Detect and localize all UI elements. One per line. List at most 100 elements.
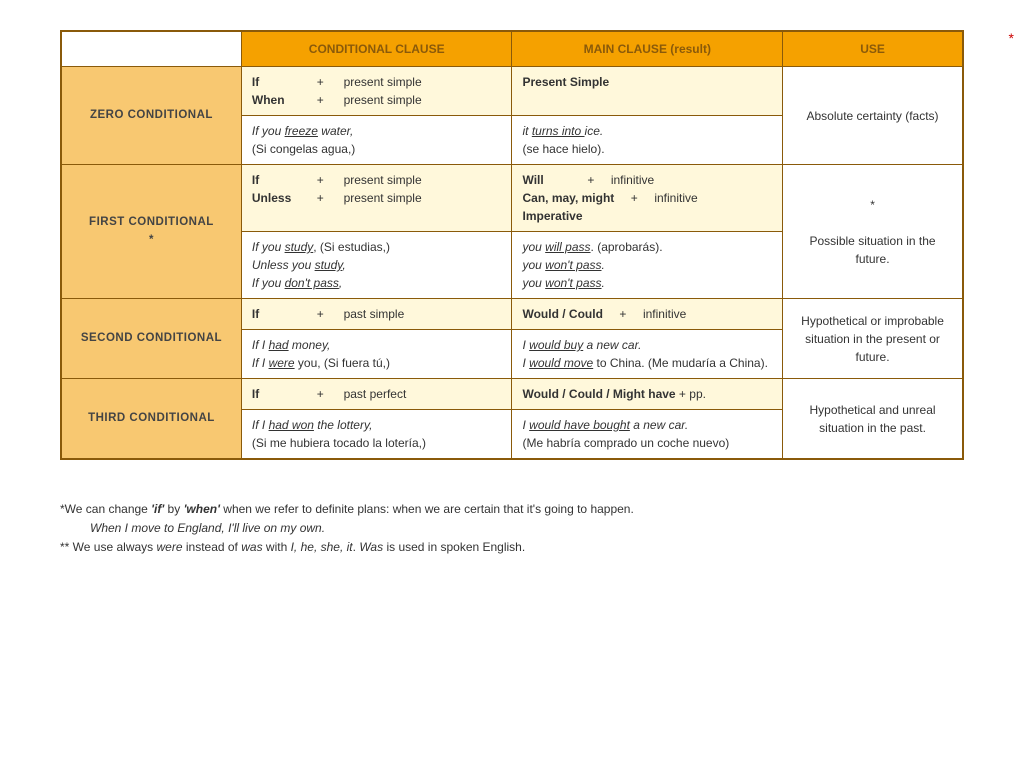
tense: infinitive [654, 191, 697, 205]
txt: , (Si estudias,) [313, 240, 390, 254]
header-blank [61, 31, 241, 67]
tense: Present Simple [522, 75, 609, 89]
txt: won't pass [545, 258, 601, 272]
footnotes: *We can change 'if' by 'when' when we re… [60, 500, 964, 558]
kw-would: Would / Could [522, 307, 602, 321]
txt: would move [529, 356, 593, 370]
txt: a new car. [630, 418, 688, 432]
zero-label: ZERO CONDITIONAL [61, 67, 241, 165]
txt: ice. [585, 124, 604, 138]
second-main-formula: Would / Could + infinitive [512, 299, 783, 330]
txt: with [263, 540, 291, 554]
second-use: Hypothetical or improbable situation in … [783, 299, 963, 379]
txt: money, [289, 338, 331, 352]
txt: the lottery, [314, 418, 372, 432]
txt: If I [252, 418, 269, 432]
txt: were [269, 356, 295, 370]
third-main-formula: Would / Could / Might have + pp. [512, 379, 783, 410]
zero-cond-example: If you freeze water, (Si congelas agua,) [241, 116, 512, 165]
header-use: USE [783, 31, 963, 67]
first-cond-formula: If + present simple Unless + present sim… [241, 165, 512, 232]
zero-main-formula: Present Simple [512, 67, 783, 116]
txt: will pass [545, 240, 590, 254]
second-main-example: I would buy a new car. I would move to C… [512, 330, 783, 379]
footnote-2: ** We use always were instead of was wit… [60, 538, 964, 557]
txt: turns into [532, 124, 585, 138]
footnote-1-example: When I move to England, I'll live on my … [60, 519, 964, 538]
txt: you [522, 258, 545, 272]
txt: Unless you [252, 258, 315, 272]
txt: 'when' [184, 502, 220, 516]
txt: Possible situation in the future. [810, 234, 936, 266]
txt: a new car. [583, 338, 641, 352]
tense: past simple [344, 307, 405, 321]
txt: , [339, 276, 342, 290]
kw-if: If [252, 305, 307, 323]
second-cond-example: If I had money, If I were you, (Si fuera… [241, 330, 512, 379]
txt: it [522, 124, 531, 138]
txt: you, (Si fuera tú,) [295, 356, 390, 370]
kw-if: If [252, 385, 307, 403]
txt: would buy [529, 338, 583, 352]
txt: to China. (Me mudaría a China). [593, 356, 768, 370]
kw-modals: Can, may, might [522, 191, 614, 205]
txt: Was [359, 540, 383, 554]
kw-when: When [252, 91, 307, 109]
txt: instead of [183, 540, 242, 554]
header-row: CONDITIONAL CLAUSE MAIN CLAUSE (result) … [61, 31, 963, 67]
txt: study [285, 240, 314, 254]
txt: (se hace hielo). [522, 142, 604, 156]
txt: I, he, she, it [291, 540, 353, 554]
kw-will: Will [522, 171, 577, 189]
txt: don't pass [285, 276, 339, 290]
third-cond-formula: If + past perfect [241, 379, 512, 410]
txt: (Me habría comprado un coche nuevo) [522, 436, 729, 450]
zero-row-formula: ZERO CONDITIONAL If + present simple Whe… [61, 67, 963, 116]
txt: were [157, 540, 183, 554]
first-main-formula: Will + infinitive Can, may, might + infi… [512, 165, 783, 232]
txt: If I [252, 338, 269, 352]
txt: If you [252, 240, 285, 254]
txt: (Si me hubiera tocado la lotería,) [252, 436, 426, 450]
kw-imperative: Imperative [522, 209, 582, 223]
zero-use: Absolute certainty (facts) [783, 67, 963, 165]
first-label: FIRST CONDITIONAL* [61, 165, 241, 299]
zero-main-example: it turns into ice. (se hace hielo). [512, 116, 783, 165]
txt: If you [252, 276, 285, 290]
tense: infinitive [643, 307, 686, 321]
txt: (Si congelas agua,) [252, 142, 355, 156]
txt: . [602, 258, 605, 272]
txt: you [522, 276, 545, 290]
header-main: MAIN CLAUSE (result) [512, 31, 783, 67]
third-row-formula: THIRD CONDITIONAL If + past perfect Woul… [61, 379, 963, 410]
header-conditional: CONDITIONAL CLAUSE [241, 31, 512, 67]
tense: present simple [344, 75, 422, 89]
zero-cond-formula: If + present simple When + present simpl… [241, 67, 512, 116]
first-row-formula: FIRST CONDITIONAL* If + present simple U… [61, 165, 963, 232]
tense: present simple [344, 191, 422, 205]
txt: by [164, 502, 183, 516]
txt: had [269, 338, 289, 352]
footnote-1: *We can change 'if' by 'when' when we re… [60, 500, 964, 519]
first-main-example: you will pass. (aprobarás). you won't pa… [512, 232, 783, 299]
stray-asterisk: * [1009, 30, 1014, 46]
txt: ** We use always [60, 540, 157, 554]
tense: past perfect [344, 387, 407, 401]
kw-if: If [252, 171, 307, 189]
kw-if: If [252, 73, 307, 91]
kw-wouldhave: Would / Could / Might have [522, 387, 675, 401]
first-cond-example: If you study, (Si estudias,) Unless you … [241, 232, 512, 299]
txt: *We can change [60, 502, 151, 516]
txt: . (aprobarás). [591, 240, 663, 254]
txt: you [522, 240, 545, 254]
third-label: THIRD CONDITIONAL [61, 379, 241, 460]
second-cond-formula: If + past simple [241, 299, 512, 330]
tense: present simple [344, 173, 422, 187]
txt: If I [252, 356, 269, 370]
pp: + pp. [676, 387, 706, 401]
txt: . [602, 276, 605, 290]
txt: 'if' [151, 502, 164, 516]
txt: had won [269, 418, 314, 432]
txt: water, [318, 124, 353, 138]
third-main-example: I would have bought a new car. (Me habrí… [512, 410, 783, 460]
